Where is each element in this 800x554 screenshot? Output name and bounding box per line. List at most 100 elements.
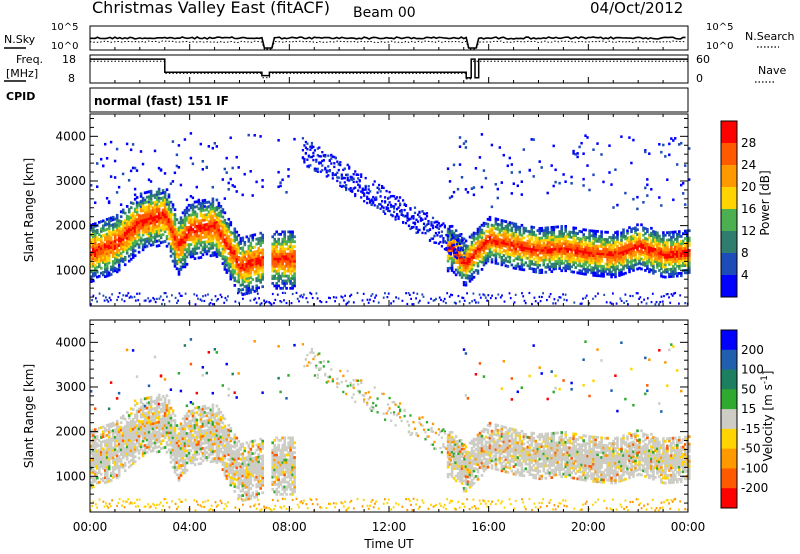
power-cell xyxy=(510,236,514,240)
power-cell xyxy=(560,269,563,273)
power-cell xyxy=(102,253,105,257)
power-cell xyxy=(225,268,229,272)
power-cell xyxy=(572,231,575,235)
power-cell xyxy=(476,237,480,241)
power-cell xyxy=(458,273,462,277)
power-cell xyxy=(624,247,627,251)
power-cell xyxy=(616,235,619,239)
power-cell xyxy=(424,232,427,235)
power-cell xyxy=(293,262,296,266)
power-cell xyxy=(592,261,595,265)
power-cell xyxy=(494,249,498,253)
power-cell xyxy=(257,279,260,282)
power-cell xyxy=(149,234,153,237)
power-cell xyxy=(135,240,139,244)
power-cell xyxy=(161,203,165,207)
velocity-cell xyxy=(92,458,95,462)
velocity-cell xyxy=(121,444,125,447)
power-cell xyxy=(552,302,554,305)
power-cell xyxy=(269,302,272,305)
velocity-cell xyxy=(111,473,115,477)
power-cell xyxy=(484,229,488,233)
power-cell xyxy=(144,299,147,302)
power-cell xyxy=(195,239,199,243)
power-cell xyxy=(94,251,97,255)
velocity-cell xyxy=(96,457,99,460)
power-cell xyxy=(225,222,229,225)
velocity-cell xyxy=(117,435,121,439)
power-cell xyxy=(189,195,193,198)
power-cell xyxy=(660,247,663,251)
power-cell xyxy=(538,160,541,163)
velocity-cell xyxy=(92,475,95,479)
power-cell xyxy=(558,252,561,256)
power-cell xyxy=(94,237,97,240)
power-cell xyxy=(672,260,675,263)
power-cell xyxy=(203,208,207,212)
power-cell xyxy=(219,293,222,296)
power-cell xyxy=(446,227,450,231)
power-cell xyxy=(123,233,127,237)
power-cell xyxy=(145,210,149,214)
power-cell xyxy=(544,270,548,274)
power-cell xyxy=(512,232,516,235)
power-cell xyxy=(98,245,101,249)
power-cell xyxy=(472,234,476,237)
power-cell xyxy=(399,210,402,213)
power-cell xyxy=(185,226,189,229)
power-cell xyxy=(175,235,179,239)
velocity-cell xyxy=(113,475,117,478)
power-cell xyxy=(185,255,189,259)
power-cell xyxy=(460,255,463,259)
power-cell xyxy=(215,225,219,229)
power-cell xyxy=(496,218,500,221)
power-cell xyxy=(205,233,209,236)
power-cell xyxy=(606,265,609,269)
power-cell xyxy=(576,251,579,255)
power-cell xyxy=(604,262,607,266)
power-cell xyxy=(255,250,258,253)
velocity-cell xyxy=(119,443,123,447)
power-cell xyxy=(570,235,573,239)
power-cell xyxy=(650,263,653,267)
power-cell xyxy=(241,248,245,252)
velocity-cell xyxy=(133,460,137,464)
power-cell xyxy=(193,237,197,241)
power-cell xyxy=(536,253,540,257)
power-cell xyxy=(588,234,591,237)
power-cell xyxy=(668,258,671,261)
power-cell xyxy=(127,179,131,182)
power-cell xyxy=(135,242,139,246)
power-cell xyxy=(330,162,333,165)
power-cell xyxy=(548,253,552,256)
power-cell xyxy=(211,227,215,230)
power-cell xyxy=(357,177,360,180)
power-cell xyxy=(397,206,400,209)
power-cell xyxy=(600,269,603,273)
power-cell xyxy=(413,206,417,209)
power-cell xyxy=(137,243,141,247)
power-cell xyxy=(622,272,625,276)
power-cell xyxy=(504,239,508,243)
power-cell xyxy=(239,283,243,287)
power-cell xyxy=(189,243,193,246)
power-cell xyxy=(215,208,219,212)
power-cell xyxy=(630,252,633,256)
power-cell xyxy=(376,206,379,209)
power-cell xyxy=(624,249,627,253)
power-cell xyxy=(293,277,296,280)
power-cell xyxy=(550,235,554,239)
velocity-cell xyxy=(96,471,99,475)
power-cell xyxy=(402,199,405,202)
power-cell xyxy=(322,154,325,157)
power-cell xyxy=(488,228,492,231)
power-cell xyxy=(582,152,585,155)
power-cell xyxy=(442,241,445,244)
power-cell xyxy=(281,237,284,241)
power-cell xyxy=(143,211,147,214)
velocity-cell xyxy=(117,472,121,475)
velocity-cell xyxy=(127,421,131,425)
power-cell xyxy=(450,269,454,272)
power-cell xyxy=(421,293,424,296)
power-cell xyxy=(102,164,105,168)
